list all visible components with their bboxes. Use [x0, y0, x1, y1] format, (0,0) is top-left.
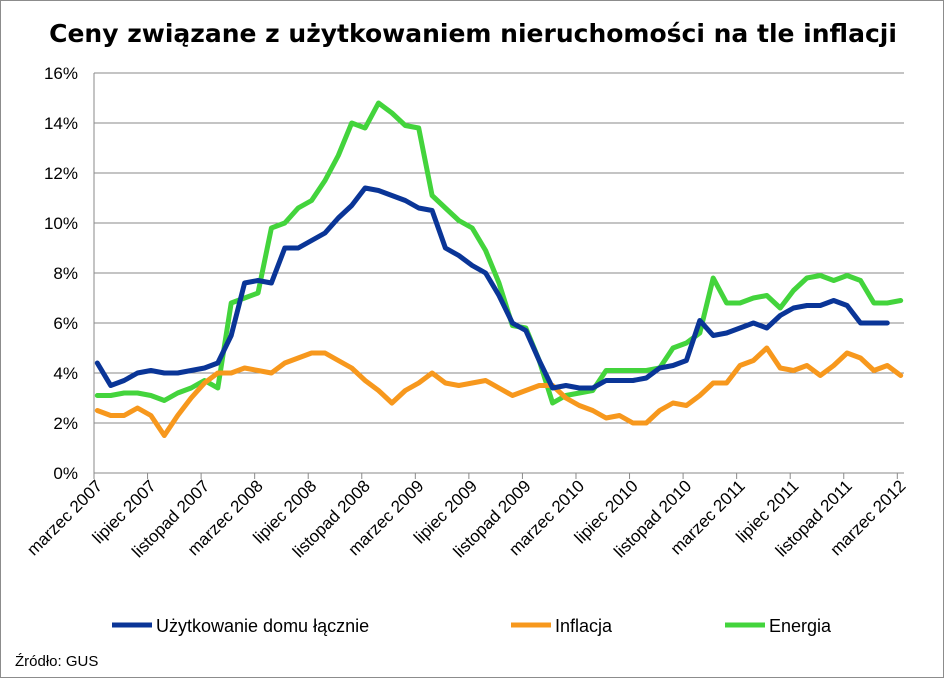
- legend-label: Użytkowanie domu łącznie: [156, 616, 369, 636]
- x-tick-label: marzec 2007: [23, 476, 106, 559]
- y-tick-label: 10%: [44, 214, 78, 233]
- legend-label: Energia: [769, 616, 832, 636]
- series-line: [94, 100, 904, 406]
- source-note: Źródło: GUS: [15, 653, 99, 670]
- y-tick-label: 12%: [44, 164, 78, 183]
- y-tick-label: 16%: [44, 64, 78, 83]
- y-tick-label: 0%: [53, 464, 78, 483]
- y-tick-label: 8%: [53, 264, 78, 283]
- series-line: [94, 185, 890, 391]
- y-tick-label: 14%: [44, 114, 78, 133]
- y-tick-label: 4%: [53, 364, 78, 383]
- series-line: [94, 345, 904, 438]
- y-tick-label: 6%: [53, 314, 78, 333]
- legend-label: Inflacja: [555, 616, 613, 636]
- y-tick-label: 2%: [53, 414, 78, 433]
- chart-title: Ceny związane z użytkowaniem nieruchomoś…: [49, 19, 897, 48]
